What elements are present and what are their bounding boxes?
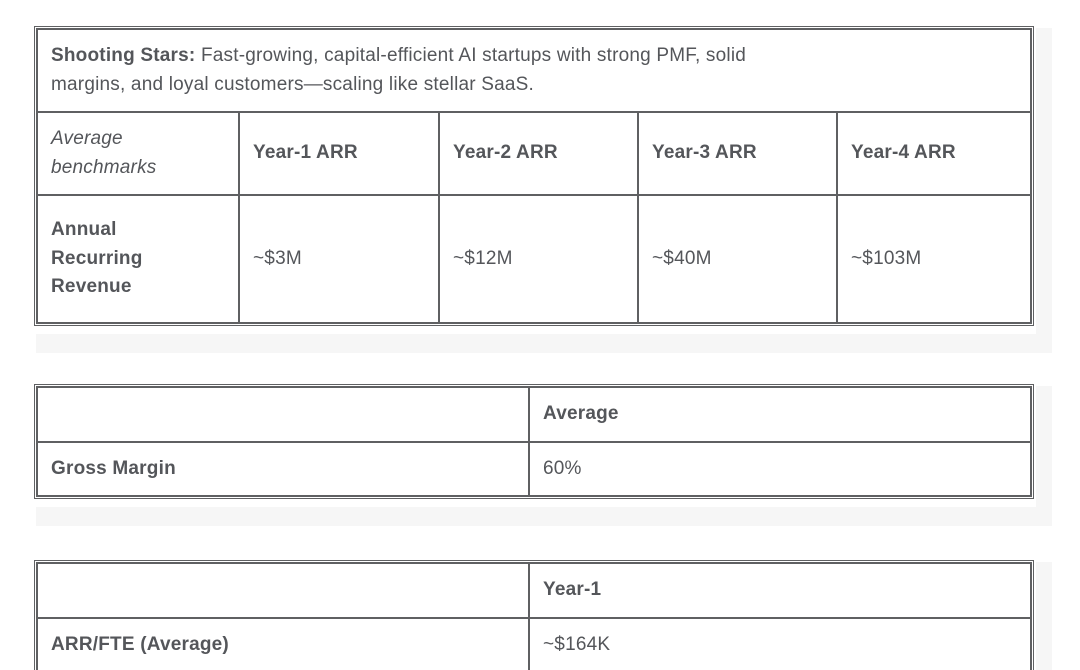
arr-fte-table: Year-1 ARR/FTE (Average) ~$164K xyxy=(34,560,1034,670)
header-label-average-benchmarks: Average benchmarks xyxy=(51,128,157,178)
header-row: Year-1 xyxy=(37,563,1031,618)
caption-line-1: Shooting Stars: Fast-growing, capital-ef… xyxy=(51,42,1017,71)
table-row-arr-fte: ARR/FTE (Average) ~$164K xyxy=(37,617,1031,670)
benchmarks-table-panel: Shooting Stars: Fast-growing, capital-ef… xyxy=(33,26,1052,353)
header-cell-year3-arr: Year-3 ARR xyxy=(638,112,837,195)
table-row-gross-margin: Gross Margin 60% xyxy=(37,441,1031,496)
cell-arr-fte-value: ~$164K xyxy=(529,617,1031,670)
gross-margin-table-panel: Average Gross Margin 60% xyxy=(34,384,1052,526)
cell-year2-arr-value: ~$12M xyxy=(439,195,638,323)
caption-text-1: Fast-growing, capital-efficient AI start… xyxy=(200,45,747,66)
row-label-gross-margin: Gross Margin xyxy=(37,441,529,496)
caption-line-2: margins, and loyal customers—scaling lik… xyxy=(51,73,535,95)
header-row: Average benchmarks Year-1 ARR Year-2 ARR… xyxy=(37,112,1032,195)
header-cell-year2-arr: Year-2 ARR xyxy=(439,112,638,195)
row-label-annual-recurring-revenue: Annual Recurring Revenue xyxy=(37,195,239,323)
caption-bold-label: Shooting Stars: xyxy=(51,45,196,66)
benchmarks-table-frame: Shooting Stars: Fast-growing, capital-ef… xyxy=(33,26,1037,334)
cell-year3-arr-value: ~$40M xyxy=(638,195,837,323)
cell-year4-arr-value: ~$103M xyxy=(837,195,1032,323)
header-cell-empty xyxy=(37,387,529,442)
arr-fte-table-panel: Year-1 ARR/FTE (Average) ~$164K xyxy=(34,560,1052,670)
benchmarks-table: Shooting Stars: Fast-growing, capital-ef… xyxy=(33,26,1035,326)
gross-margin-table-frame: Average Gross Margin 60% xyxy=(34,384,1036,507)
caption-row: Shooting Stars: Fast-growing, capital-ef… xyxy=(37,29,1032,112)
header-cell-empty xyxy=(37,563,529,618)
gross-margin-table: Average Gross Margin 60% xyxy=(34,384,1034,499)
caption-cell: Shooting Stars: Fast-growing, capital-ef… xyxy=(37,29,1032,112)
cell-year1-arr-value: ~$3M xyxy=(239,195,439,323)
header-cell-average-benchmarks: Average benchmarks xyxy=(37,112,239,195)
header-row: Average xyxy=(37,387,1031,442)
header-cell-average: Average xyxy=(529,387,1031,442)
table-row-arr: Annual Recurring Revenue ~$3M ~$12M ~$40… xyxy=(37,195,1032,323)
header-cell-year4-arr: Year-4 ARR xyxy=(837,112,1032,195)
header-cell-year1: Year-1 xyxy=(529,563,1031,618)
row-label-text: Annual Recurring Revenue xyxy=(51,219,143,298)
arr-fte-table-frame: Year-1 ARR/FTE (Average) ~$164K xyxy=(34,560,1036,670)
row-label-arr-fte: ARR/FTE (Average) xyxy=(37,617,529,670)
header-cell-year1-arr: Year-1 ARR xyxy=(239,112,439,195)
cell-gross-margin-value: 60% xyxy=(529,441,1031,496)
